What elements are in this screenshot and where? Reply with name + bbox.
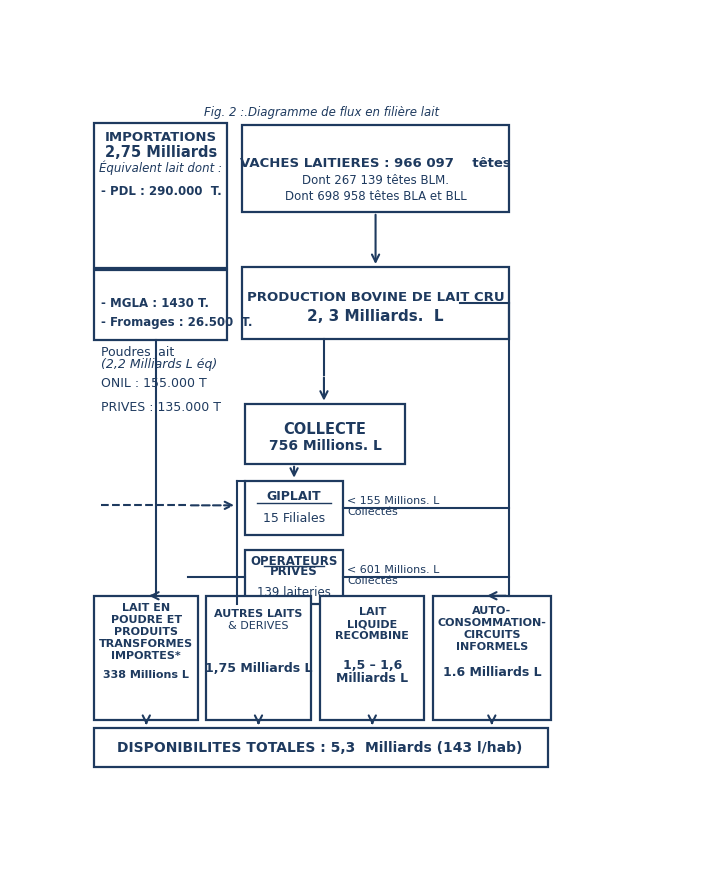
Text: (2,2 Milliards L éq): (2,2 Milliards L éq) xyxy=(101,357,217,370)
Text: 2, 3 Milliards.  L: 2, 3 Milliards. L xyxy=(307,308,444,324)
Text: LAIT EN: LAIT EN xyxy=(122,602,170,613)
Text: POUDRE ET: POUDRE ET xyxy=(111,614,182,625)
FancyBboxPatch shape xyxy=(433,596,551,720)
FancyBboxPatch shape xyxy=(94,728,547,766)
Text: < 155 Millions. L: < 155 Millions. L xyxy=(347,495,440,506)
Text: LIQUIDE: LIQUIDE xyxy=(347,619,397,628)
Text: CIRCUITS: CIRCUITS xyxy=(463,629,521,640)
Text: LAIT: LAIT xyxy=(359,607,386,616)
FancyBboxPatch shape xyxy=(94,596,198,720)
Text: IMPORTES*: IMPORTES* xyxy=(111,651,181,660)
Text: INFORMELS: INFORMELS xyxy=(456,641,528,651)
Text: 1,75 Milliards L: 1,75 Milliards L xyxy=(205,661,312,674)
Text: Poudres lait: Poudres lait xyxy=(101,345,175,358)
FancyBboxPatch shape xyxy=(320,596,424,720)
FancyBboxPatch shape xyxy=(245,404,405,464)
FancyBboxPatch shape xyxy=(206,596,311,720)
Text: 2,75 Milliards: 2,75 Milliards xyxy=(105,145,217,160)
Text: & DERIVES: & DERIVES xyxy=(229,620,289,630)
FancyBboxPatch shape xyxy=(94,124,227,269)
Text: AUTO-: AUTO- xyxy=(472,605,512,615)
Text: - Fromages : 26.500  T.: - Fromages : 26.500 T. xyxy=(101,315,252,328)
Text: 1,5 – 1,6: 1,5 – 1,6 xyxy=(343,658,402,671)
FancyBboxPatch shape xyxy=(243,268,509,340)
Text: RECOMBINE: RECOMBINE xyxy=(335,631,409,640)
Text: PRIVES: PRIVES xyxy=(270,565,318,578)
Text: GIPLAIT: GIPLAIT xyxy=(267,489,321,502)
Text: PRODUITS: PRODUITS xyxy=(114,627,178,637)
Text: DISPONIBILITES TOTALES : 5,3  Milliards (143 l/hab): DISPONIBILITES TOTALES : 5,3 Milliards (… xyxy=(118,740,523,754)
Text: - PDL : 290.000  T.: - PDL : 290.000 T. xyxy=(101,185,222,198)
Text: COLLECTE: COLLECTE xyxy=(284,422,367,437)
Text: CONSOMMATION-: CONSOMMATION- xyxy=(437,617,546,627)
FancyBboxPatch shape xyxy=(245,481,343,536)
Text: < 601 Millions. L: < 601 Millions. L xyxy=(347,564,440,574)
Text: PRIVES : 135.000 T: PRIVES : 135.000 T xyxy=(101,401,222,414)
Text: Équivalent lait dont :: Équivalent lait dont : xyxy=(100,160,222,175)
Text: Milliards L: Milliards L xyxy=(336,671,409,684)
Text: Dont 698 958 têtes BLA et BLL: Dont 698 958 têtes BLA et BLL xyxy=(285,190,466,203)
Text: ONIL : 155.000 T: ONIL : 155.000 T xyxy=(101,377,207,390)
Text: Dont 267 139 têtes BLM.: Dont 267 139 têtes BLM. xyxy=(302,174,449,186)
Text: 15 Filiales: 15 Filiales xyxy=(263,511,325,524)
FancyBboxPatch shape xyxy=(245,550,343,605)
FancyBboxPatch shape xyxy=(243,126,509,213)
Text: PRODUCTION BOVINE DE LAIT CRU: PRODUCTION BOVINE DE LAIT CRU xyxy=(247,290,505,303)
Text: IMPORTATIONS: IMPORTATIONS xyxy=(105,131,217,144)
Text: - MGLA : 1430 T.: - MGLA : 1430 T. xyxy=(101,296,209,309)
Text: 1.6 Milliards L: 1.6 Milliards L xyxy=(442,665,541,678)
FancyBboxPatch shape xyxy=(94,270,227,341)
Text: Collectés: Collectés xyxy=(347,575,398,585)
Text: 756 Millions. L: 756 Millions. L xyxy=(268,439,381,453)
Text: Fig. 2 :.Diagramme de flux en filière lait: Fig. 2 :.Diagramme de flux en filière la… xyxy=(204,106,439,119)
Text: 139 laiteries: 139 laiteries xyxy=(257,585,331,598)
Text: Collectés: Collectés xyxy=(347,506,398,516)
Text: TRANSFORMES: TRANSFORMES xyxy=(100,639,193,648)
Text: 338 Millions L: 338 Millions L xyxy=(103,669,189,680)
Text: VACHES LAITIERES : 966 097    têtes: VACHES LAITIERES : 966 097 têtes xyxy=(240,156,511,169)
Text: OPERATEURS: OPERATEURS xyxy=(250,554,338,567)
Text: AUTRES LAITS: AUTRES LAITS xyxy=(215,607,303,618)
